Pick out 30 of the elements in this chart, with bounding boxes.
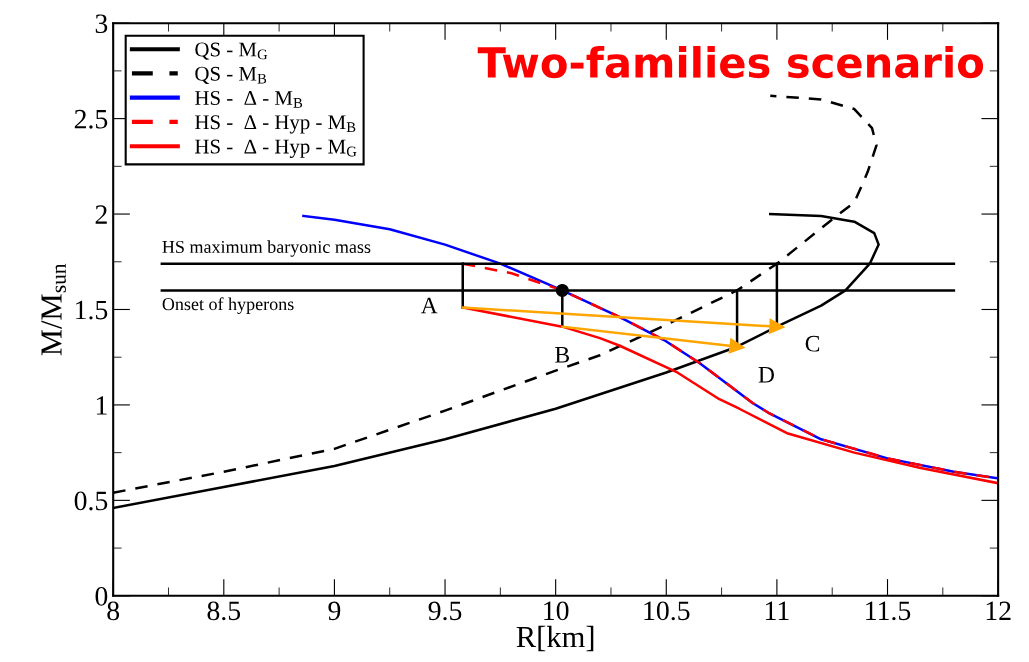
annotation: B xyxy=(555,347,570,363)
chart-title: Two-families scenario xyxy=(477,45,984,79)
y-tick-label: 3 xyxy=(95,14,108,34)
legend-label: HS - Δ - M$_{B}$ xyxy=(195,91,303,108)
annotation: Onset of hyperons xyxy=(162,297,294,314)
y-tick-label: 0.5 xyxy=(74,491,108,511)
x-tick-label: 9 xyxy=(328,601,341,621)
x-tick-label: 11 xyxy=(765,601,789,620)
y-tick-label: 2 xyxy=(95,205,107,224)
y-axis-title: M/M$_{sun}$ xyxy=(41,263,66,356)
y-tick-label: 0 xyxy=(95,586,108,606)
annotation: HS maximum baryonic mass xyxy=(162,240,371,257)
x-tick-label: 8.5 xyxy=(207,601,241,621)
legend-label: QS - M$_{G}$ xyxy=(195,42,268,60)
y-tick-label: 1.5 xyxy=(76,300,108,320)
annotation: C xyxy=(805,335,820,352)
x-tick-label: 10 xyxy=(544,601,569,621)
y-tick-label: 1 xyxy=(96,396,107,415)
x-tick-label: 9.5 xyxy=(428,601,462,621)
x-tick-label: 11.5 xyxy=(866,601,911,621)
annotation: A xyxy=(420,297,438,314)
annotation: D xyxy=(758,367,775,383)
legend-label: QS - M$_{B}$ xyxy=(195,66,267,84)
x-axis-title: R[km] xyxy=(516,625,594,652)
legend-label: HS - Δ - Hyp - M$_{B}$ xyxy=(195,115,356,134)
x-tick-label: 10.5 xyxy=(644,601,690,621)
y-tick-label: 2.5 xyxy=(74,109,108,129)
x-tick-label: 12 xyxy=(986,601,1011,620)
legend-label: HS - Δ - Hyp - M$_{G}$ xyxy=(195,139,357,158)
x-tick-label: 8 xyxy=(107,601,120,621)
